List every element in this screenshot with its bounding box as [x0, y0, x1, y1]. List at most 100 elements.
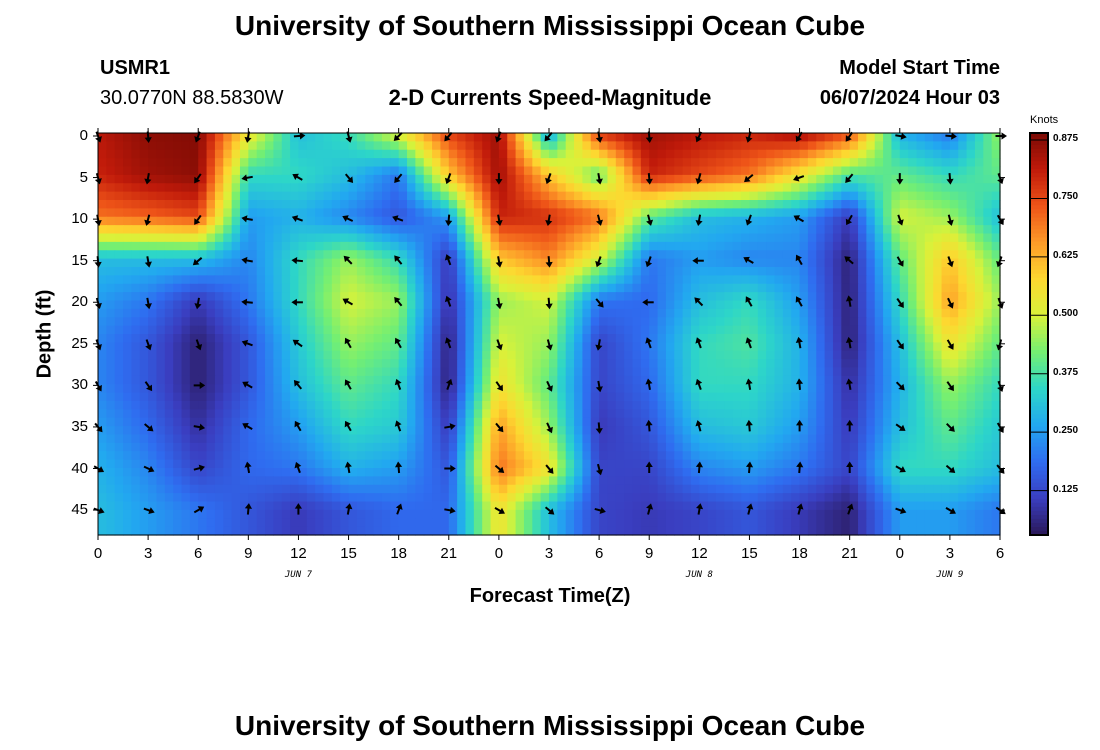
heatmap-cell	[866, 233, 876, 243]
heatmap-cell	[223, 493, 233, 503]
heatmap-cell	[123, 509, 133, 519]
heatmap-cell	[757, 501, 767, 511]
heatmap-cell	[866, 183, 876, 193]
heatmap-cell	[899, 258, 909, 268]
heatmap-cell	[373, 283, 383, 293]
heatmap-cell	[265, 342, 274, 352]
heatmap-cell	[791, 275, 801, 285]
heatmap-cell	[707, 317, 717, 327]
heatmap-cell	[699, 442, 709, 452]
heatmap-cell	[290, 442, 300, 452]
heatmap-cell	[707, 158, 717, 168]
heatmap-cell	[724, 367, 734, 377]
heatmap-cell	[615, 409, 625, 419]
heatmap-cell	[256, 158, 266, 168]
heatmap-cell	[757, 342, 767, 352]
heatmap-cell	[98, 283, 107, 293]
heatmap-cell	[557, 267, 567, 276]
heatmap-cell	[123, 158, 133, 168]
heatmap-cell	[774, 183, 784, 193]
heatmap-cell	[757, 509, 767, 519]
heatmap-cell	[632, 149, 642, 159]
heatmap-cell	[340, 292, 350, 302]
heatmap-cell	[908, 375, 918, 385]
heatmap-cell	[574, 208, 584, 218]
heatmap-cell	[799, 476, 809, 486]
heatmap-cell	[123, 417, 133, 427]
heatmap-cell	[181, 308, 191, 318]
heatmap-cell	[139, 166, 149, 176]
heatmap-cell	[223, 225, 233, 235]
heatmap-cell	[340, 133, 350, 142]
heatmap-cell	[874, 241, 884, 251]
heatmap-cell	[306, 426, 316, 436]
heatmap-cell	[114, 501, 124, 511]
heatmap-cell	[298, 401, 308, 410]
heatmap-cell	[707, 141, 717, 151]
heatmap-cell	[966, 241, 976, 251]
heatmap-cell	[649, 367, 659, 377]
heatmap-cell	[398, 409, 408, 419]
heatmap-cell	[131, 401, 141, 410]
heatmap-cell	[674, 468, 684, 477]
heatmap-cell	[732, 367, 742, 377]
heatmap-cell	[724, 350, 734, 360]
heatmap-cell	[398, 384, 408, 394]
heatmap-cell	[908, 216, 918, 226]
heatmap-cell	[841, 275, 851, 285]
heatmap-cell	[440, 442, 450, 452]
heatmap-cell	[331, 216, 341, 226]
heatmap-cell	[782, 468, 792, 477]
heatmap-cell	[173, 375, 183, 385]
heatmap-cell	[231, 283, 241, 293]
heatmap-cell	[707, 292, 717, 302]
heatmap-cell	[223, 426, 233, 436]
heatmap-cell	[323, 325, 333, 335]
heatmap-cell	[189, 292, 199, 302]
heatmap-cell	[164, 300, 174, 310]
heatmap-cell	[532, 208, 542, 218]
heatmap-cell	[465, 375, 475, 385]
heatmap-cell	[732, 158, 742, 168]
heatmap-cell	[206, 451, 216, 461]
heatmap-cell	[874, 375, 884, 385]
heatmap-cell	[432, 401, 442, 410]
heatmap-cell	[582, 225, 592, 235]
heatmap-cell	[231, 174, 241, 184]
heatmap-cell	[916, 476, 926, 486]
heatmap-cell	[482, 166, 492, 176]
heatmap-cell	[98, 367, 107, 377]
heatmap-cell	[640, 233, 650, 243]
heatmap-cell	[290, 225, 300, 235]
heatmap-cell	[290, 191, 300, 201]
heatmap-cell	[365, 375, 375, 385]
heatmap-cell	[273, 267, 283, 276]
heatmap-cell	[699, 459, 709, 469]
heatmap-cell	[448, 241, 458, 251]
heatmap-cell	[457, 342, 467, 352]
heatmap-cell	[841, 250, 851, 260]
heatmap-cell	[607, 300, 617, 310]
heatmap-cell	[523, 208, 533, 218]
heatmap-cell	[841, 392, 851, 402]
heatmap-cell	[966, 141, 976, 151]
heatmap-cell	[832, 300, 842, 310]
heatmap-cell	[106, 267, 116, 276]
heatmap-cell	[766, 442, 776, 452]
heatmap-cell	[941, 133, 951, 142]
heatmap-cell	[983, 258, 993, 268]
heatmap-cell	[248, 275, 258, 285]
heatmap-cell	[214, 409, 224, 419]
heatmap-cell	[799, 283, 809, 293]
heatmap-cell	[306, 158, 316, 168]
heatmap-cell	[515, 258, 525, 268]
heatmap-cell	[941, 300, 951, 310]
heatmap-cell	[290, 158, 300, 168]
heatmap-cell	[632, 409, 642, 419]
heatmap-cell	[757, 292, 767, 302]
heatmap-cell	[156, 342, 166, 352]
heatmap-cell	[924, 484, 934, 494]
heatmap-cell	[883, 225, 893, 235]
heatmap-cell	[290, 300, 300, 310]
heatmap-cell	[816, 317, 826, 327]
